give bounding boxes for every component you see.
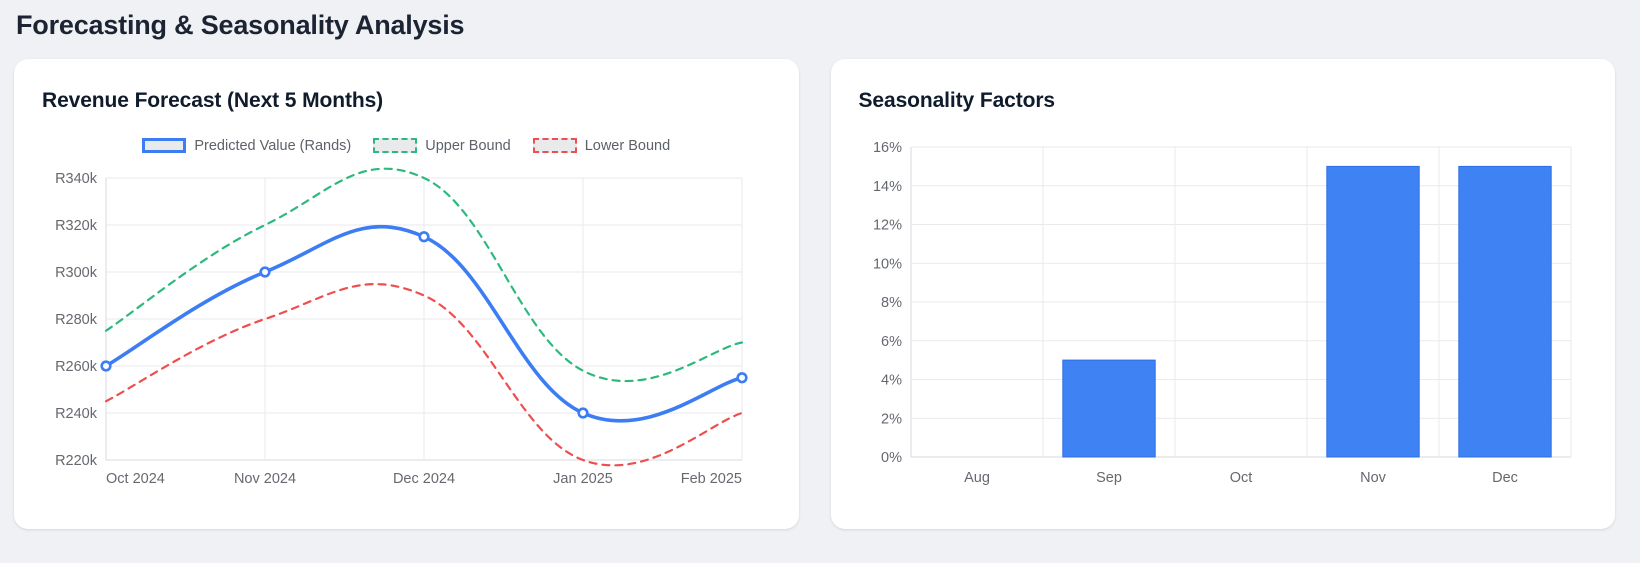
seasonality-bar-sep[interactable] xyxy=(1061,359,1156,458)
predicted-data-point[interactable] xyxy=(736,372,748,384)
y-tick-label: R300k xyxy=(55,265,98,281)
y-tick-label: 14% xyxy=(872,179,901,195)
y-tick-label: R240k xyxy=(55,406,98,422)
x-tick-label: Dec xyxy=(1492,470,1518,486)
y-tick-label: 12% xyxy=(872,218,901,234)
y-tick-label: 8% xyxy=(881,295,902,311)
legend-label-lower-bound: Lower Bound xyxy=(584,137,671,154)
seasonality-bar-dec[interactable] xyxy=(1457,165,1552,458)
seasonality-axis-labels: 0% 2% 4% 6% 8% 10% 12% 14% 16% Aug Sep Oct Nov Dec xyxy=(872,140,1517,486)
legend-item-upper-bound[interactable]: Upper Bound xyxy=(373,137,511,154)
y-tick-label: 10% xyxy=(872,256,901,272)
y-tick-label: 6% xyxy=(881,334,902,350)
page-title: Forecasting & Seasonality Analysis xyxy=(16,10,465,40)
x-tick-label: Sep xyxy=(1096,470,1122,486)
forecast-chart-canvas[interactable]: R220k R240k R260k R280k R300k R320k R340k Oct 2… xyxy=(42,164,757,494)
predicted-data-point[interactable] xyxy=(418,231,430,243)
y-tick-label: R280k xyxy=(55,312,98,328)
predicted-line xyxy=(104,225,744,423)
legend-swatch-predicted xyxy=(142,138,187,153)
x-tick-label: Feb 2025 xyxy=(681,471,742,487)
forecast-legend: Predicted Value (Rands) Upper Bound Lowe… xyxy=(42,137,771,154)
legend-item-predicted[interactable]: Predicted Value (Rands) xyxy=(142,138,351,154)
legend-item-lower-bound[interactable]: Lower Bound xyxy=(532,137,671,154)
y-tick-label: 2% xyxy=(881,411,902,427)
predicted-data-point[interactable] xyxy=(100,360,112,372)
x-tick-label: Dec 2024 xyxy=(393,471,455,487)
forecast-gridlines xyxy=(105,177,743,461)
forecast-card-title: Revenue Forecast (Next 5 Months) xyxy=(42,89,384,112)
y-tick-label: 0% xyxy=(881,450,902,466)
y-tick-label: R320k xyxy=(55,218,98,234)
seasonality-card-title: Seasonality Factors xyxy=(858,89,1056,112)
legend-label-upper-bound: Upper Bound xyxy=(425,137,511,154)
x-tick-label: Nov 2024 xyxy=(234,471,296,487)
x-tick-label: Oct xyxy=(1229,470,1252,486)
y-tick-label: R220k xyxy=(55,453,98,469)
forecast-card: Revenue Forecast (Next 5 Months) Predict… xyxy=(14,59,799,529)
seasonality-chart-canvas[interactable]: 0% 2% 4% 6% 8% 10% 12% 14% 16% Aug Sep Oct Nov Dec xyxy=(859,137,1574,493)
x-tick-label: Jan 2025 xyxy=(553,471,613,487)
legend-label-predicted: Predicted Value (Rands) xyxy=(194,137,352,154)
charts-row: Revenue Forecast (Next 5 Months) Predict… xyxy=(14,59,1615,529)
legend-swatch-lower-bound xyxy=(532,138,577,153)
predicted-data-point[interactable] xyxy=(259,266,271,278)
lower-bound-line xyxy=(104,283,744,467)
upper-bound-line xyxy=(104,167,744,383)
x-tick-label: Aug xyxy=(964,470,990,486)
seasonality-bar-nov[interactable] xyxy=(1325,165,1420,458)
x-tick-label: Nov xyxy=(1360,470,1387,486)
legend-swatch-upper-bound xyxy=(373,138,418,153)
y-tick-label: 16% xyxy=(872,140,901,156)
seasonality-card: Seasonality Factors 0% 2% 4% 6% 8% 10% 12% 14% 1… xyxy=(830,59,1615,529)
x-tick-label: Oct 2024 xyxy=(106,471,165,487)
y-tick-label: R340k xyxy=(55,171,98,187)
y-tick-label: R260k xyxy=(55,359,98,375)
forecast-axis-labels: R220k R240k R260k R280k R300k R320k R340k Oct 2… xyxy=(55,171,742,487)
y-tick-label: 4% xyxy=(881,373,902,389)
predicted-data-point[interactable] xyxy=(577,407,589,419)
